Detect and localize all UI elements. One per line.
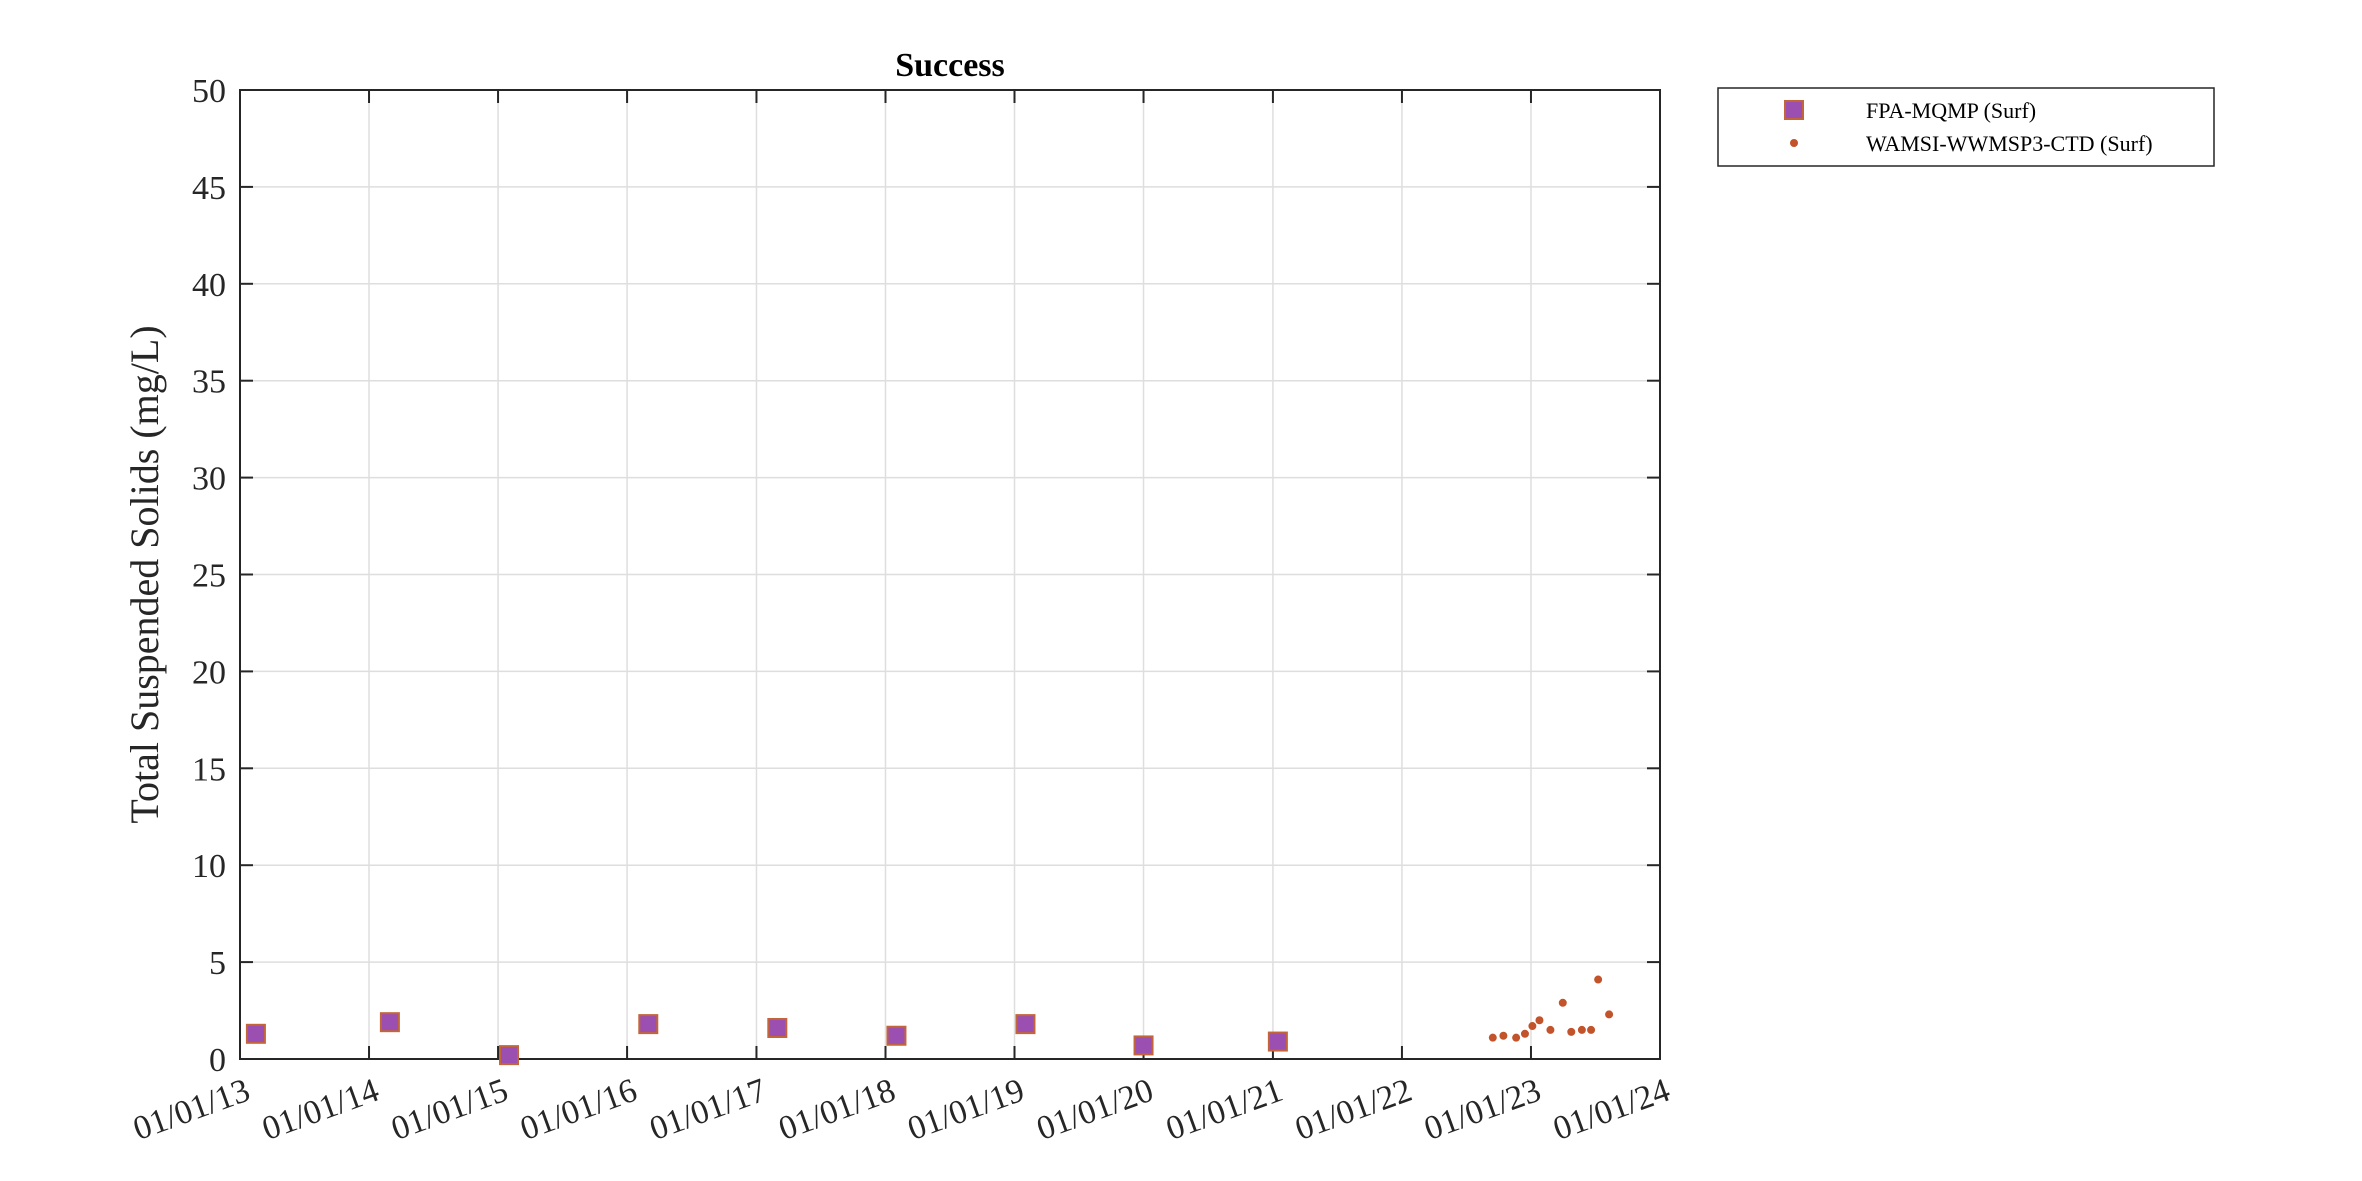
y-tick-label: 10 [192, 848, 226, 885]
y-tick-label: 20 [192, 654, 226, 691]
y-tick-label: 25 [192, 558, 226, 595]
legend-entry: WAMSI-WWMSP3-CTD (Surf) [1790, 131, 2153, 156]
data-point-dot [1577, 1025, 1586, 1034]
data-point-dot [1499, 1031, 1508, 1040]
series-1 [245, 1012, 1288, 1066]
data-point-square [1133, 1035, 1154, 1056]
data-point-dot [1512, 1033, 1521, 1042]
y-tick-label: 45 [192, 170, 226, 207]
y-tick-label: 0 [209, 1042, 226, 1079]
y-tick-label: 35 [192, 364, 226, 401]
data-point-dot [1546, 1025, 1555, 1034]
data-point-dot [1605, 1010, 1614, 1019]
data-point-dot [1594, 975, 1603, 984]
data-point-square [1015, 1014, 1036, 1035]
data-point-square [1267, 1031, 1288, 1052]
legend-entries: FPA-MQMP (Surf) WAMSI-WWMSP3-CTD (Surf) [1784, 98, 2153, 156]
legend-entry: FPA-MQMP (Surf) [1784, 98, 2036, 123]
data-point-dot [1488, 1033, 1497, 1042]
data-point-dot [1558, 998, 1567, 1007]
y-tick-label: 5 [209, 945, 226, 982]
y-tick-label: 30 [192, 461, 226, 498]
legend-marker-dot [1790, 139, 1798, 147]
data-point-square [767, 1017, 788, 1038]
data-point-dot [1528, 1022, 1537, 1031]
legend-box [1717, 87, 2215, 167]
y-axis-label: Total Suspended Solids (mg/L) [122, 325, 167, 823]
data-point-dot [1520, 1029, 1529, 1038]
series-2 [1488, 975, 1614, 1042]
chart-title: Success [895, 47, 1005, 84]
data-point-square [638, 1014, 659, 1035]
data-point-dot [1587, 1025, 1596, 1034]
y-tick-label: 15 [192, 751, 226, 788]
legend: FPA-MQMP (Surf) WAMSI-WWMSP3-CTD (Surf) [1717, 87, 2215, 167]
y-tick-label: 40 [192, 267, 226, 304]
legend-label: WAMSI-WWMSP3-CTD (Surf) [1866, 131, 2153, 156]
data-series [245, 975, 1614, 1066]
data-point-square [245, 1023, 266, 1044]
y-tick-label: 50 [192, 73, 226, 110]
data-point-square [886, 1025, 907, 1046]
y-tick-labels: 0 5 10 15 20 25 30 35 40 45 50 [192, 73, 226, 1079]
legend-label: FPA-MQMP (Surf) [1866, 98, 2036, 123]
data-point-square [379, 1012, 400, 1033]
data-point-dot [1535, 1016, 1544, 1025]
legend-marker-square [1784, 100, 1804, 120]
data-point-square [499, 1045, 520, 1066]
data-point-dot [1567, 1027, 1576, 1036]
